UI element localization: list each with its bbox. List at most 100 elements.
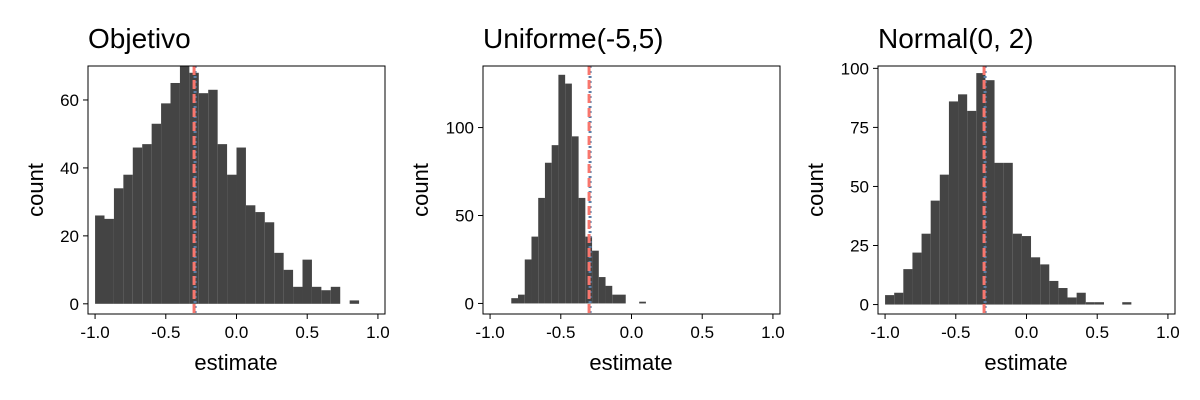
plot-area: -1.0 -0.5 0.0 0.5 1.0 0 25 50 75 100 [841, 59, 1180, 342]
panel-objetivo: Objetivo -1.0 -0.5 0.0 0.5 1.0 0 20 40 60 estima… [23, 23, 390, 375]
histogram-bar [958, 94, 968, 305]
histogram-bar [302, 259, 312, 304]
y-tick-label: 75 [850, 118, 869, 137]
histogram-bar [912, 252, 922, 305]
x-axis-title: estimate [984, 350, 1067, 375]
histogram-bar [321, 290, 331, 304]
x-tick-label: -0.5 [941, 323, 970, 342]
panel-normal: Normal(0, 2) -1.0 -0.5 0.0 0.5 1.0 0 25 50 75 100… [803, 23, 1180, 375]
x-axis-title: estimate [589, 350, 672, 375]
histogram-bar [544, 162, 552, 304]
histogram-bar [189, 72, 199, 304]
x-tick-label: 1.0 [761, 323, 785, 342]
histogram-bar [1003, 162, 1013, 305]
plot-area: -1.0 -0.5 0.0 0.5 1.0 0 50 100 [446, 65, 785, 342]
y-axis-title: count [803, 163, 828, 217]
plot-area: -1.0 -0.5 0.0 0.5 1.0 0 20 40 60 [60, 65, 390, 342]
x-tick-label: -1.0 [80, 323, 109, 342]
x-tick-label: 0.5 [295, 323, 319, 342]
histogram-bar [1012, 233, 1022, 305]
y-tick-label: 60 [60, 91, 79, 110]
histogram-bar [571, 136, 579, 304]
y-tick-label: 100 [446, 119, 474, 138]
histogram-bar [612, 294, 619, 304]
histogram-bar [903, 269, 913, 305]
histogram-bar [132, 147, 143, 304]
x-tick-label: 0.0 [225, 323, 249, 342]
histogram-bar [598, 277, 606, 304]
histogram-bar [565, 83, 572, 304]
histogram-bar [930, 200, 940, 305]
histogram-bar [967, 110, 977, 305]
histogram-bar [639, 301, 646, 304]
histogram-bar [274, 252, 284, 304]
y-tick-label: 50 [455, 207, 474, 226]
histogram-bar [1058, 288, 1068, 305]
x-tick-label: 1.0 [366, 323, 390, 342]
histogram-bar [538, 197, 545, 304]
histogram-bar [592, 250, 599, 304]
x-tick-label: -1.0 [870, 323, 899, 342]
y-tick-label: 0 [70, 295, 79, 314]
x-tick-label: 0.0 [620, 323, 644, 342]
histogram-bar [217, 144, 228, 304]
x-tick-label: 0.5 [1085, 323, 1109, 342]
y-tick-label: 40 [60, 159, 79, 178]
histogram-bar [1049, 280, 1059, 305]
histogram-bar [524, 259, 532, 304]
histogram-bar [113, 188, 124, 304]
histogram-bar [511, 298, 519, 304]
histogram-bar [95, 215, 105, 304]
histogram-bar [255, 212, 265, 304]
histogram-bar [558, 74, 566, 304]
x-tick-label: -0.5 [546, 323, 575, 342]
histogram-bar [1122, 302, 1132, 305]
histogram-bar [1067, 297, 1077, 305]
histogram-bar [264, 222, 275, 304]
panel-title: Uniforme(-5,5) [483, 23, 663, 54]
histogram-bar [142, 144, 152, 304]
x-tick-label: 1.0 [1156, 323, 1180, 342]
x-tick-label: 0.5 [690, 323, 714, 342]
histogram-bar [578, 197, 586, 304]
histogram-bar [179, 66, 190, 304]
y-tick-label: 50 [850, 177, 869, 196]
histogram-bar [170, 82, 180, 304]
histogram-bar [151, 123, 162, 304]
x-tick-label: 0.0 [1015, 323, 1039, 342]
histogram-bar [161, 103, 171, 304]
histogram-bar [1021, 236, 1032, 305]
panel-title: Objetivo [88, 23, 191, 54]
x-tick-label: -1.0 [475, 323, 504, 342]
histogram-bar [985, 80, 995, 305]
x-tick-label: -0.5 [151, 323, 180, 342]
x-axis-title: estimate [194, 350, 277, 375]
panel-uniforme: Uniforme(-5,5) -1.0 -0.5 0.0 0.5 1.0 0 50 100 e… [408, 23, 785, 375]
panel-title: Normal(0, 2) [878, 23, 1034, 54]
y-axis-title: count [408, 163, 433, 217]
y-tick-label: 0 [860, 296, 869, 315]
histogram-bar [1076, 292, 1086, 305]
histogram-bar [551, 145, 559, 304]
histogram-bar [976, 73, 986, 305]
histogram-bar [1085, 302, 1095, 305]
histogram-bar [283, 269, 294, 304]
histogram-bar [236, 147, 246, 304]
y-tick-label: 20 [60, 227, 79, 246]
histogram-bar [293, 286, 303, 304]
histogram-bar [227, 174, 237, 304]
histogram-bar [349, 300, 360, 304]
histogram-bar [921, 233, 931, 305]
histogram-bar [330, 286, 341, 304]
histogram-bar [1031, 257, 1041, 305]
histogram-bar [208, 89, 218, 304]
histogram-bar [939, 174, 949, 305]
histogram-bar [104, 218, 114, 304]
histogram-bar [518, 294, 525, 304]
histogram-bar [618, 294, 626, 304]
histogram-bar [1040, 264, 1050, 305]
y-tick-label: 25 [850, 237, 869, 256]
histogram-bar [245, 205, 256, 304]
histogram-bar [123, 174, 133, 304]
